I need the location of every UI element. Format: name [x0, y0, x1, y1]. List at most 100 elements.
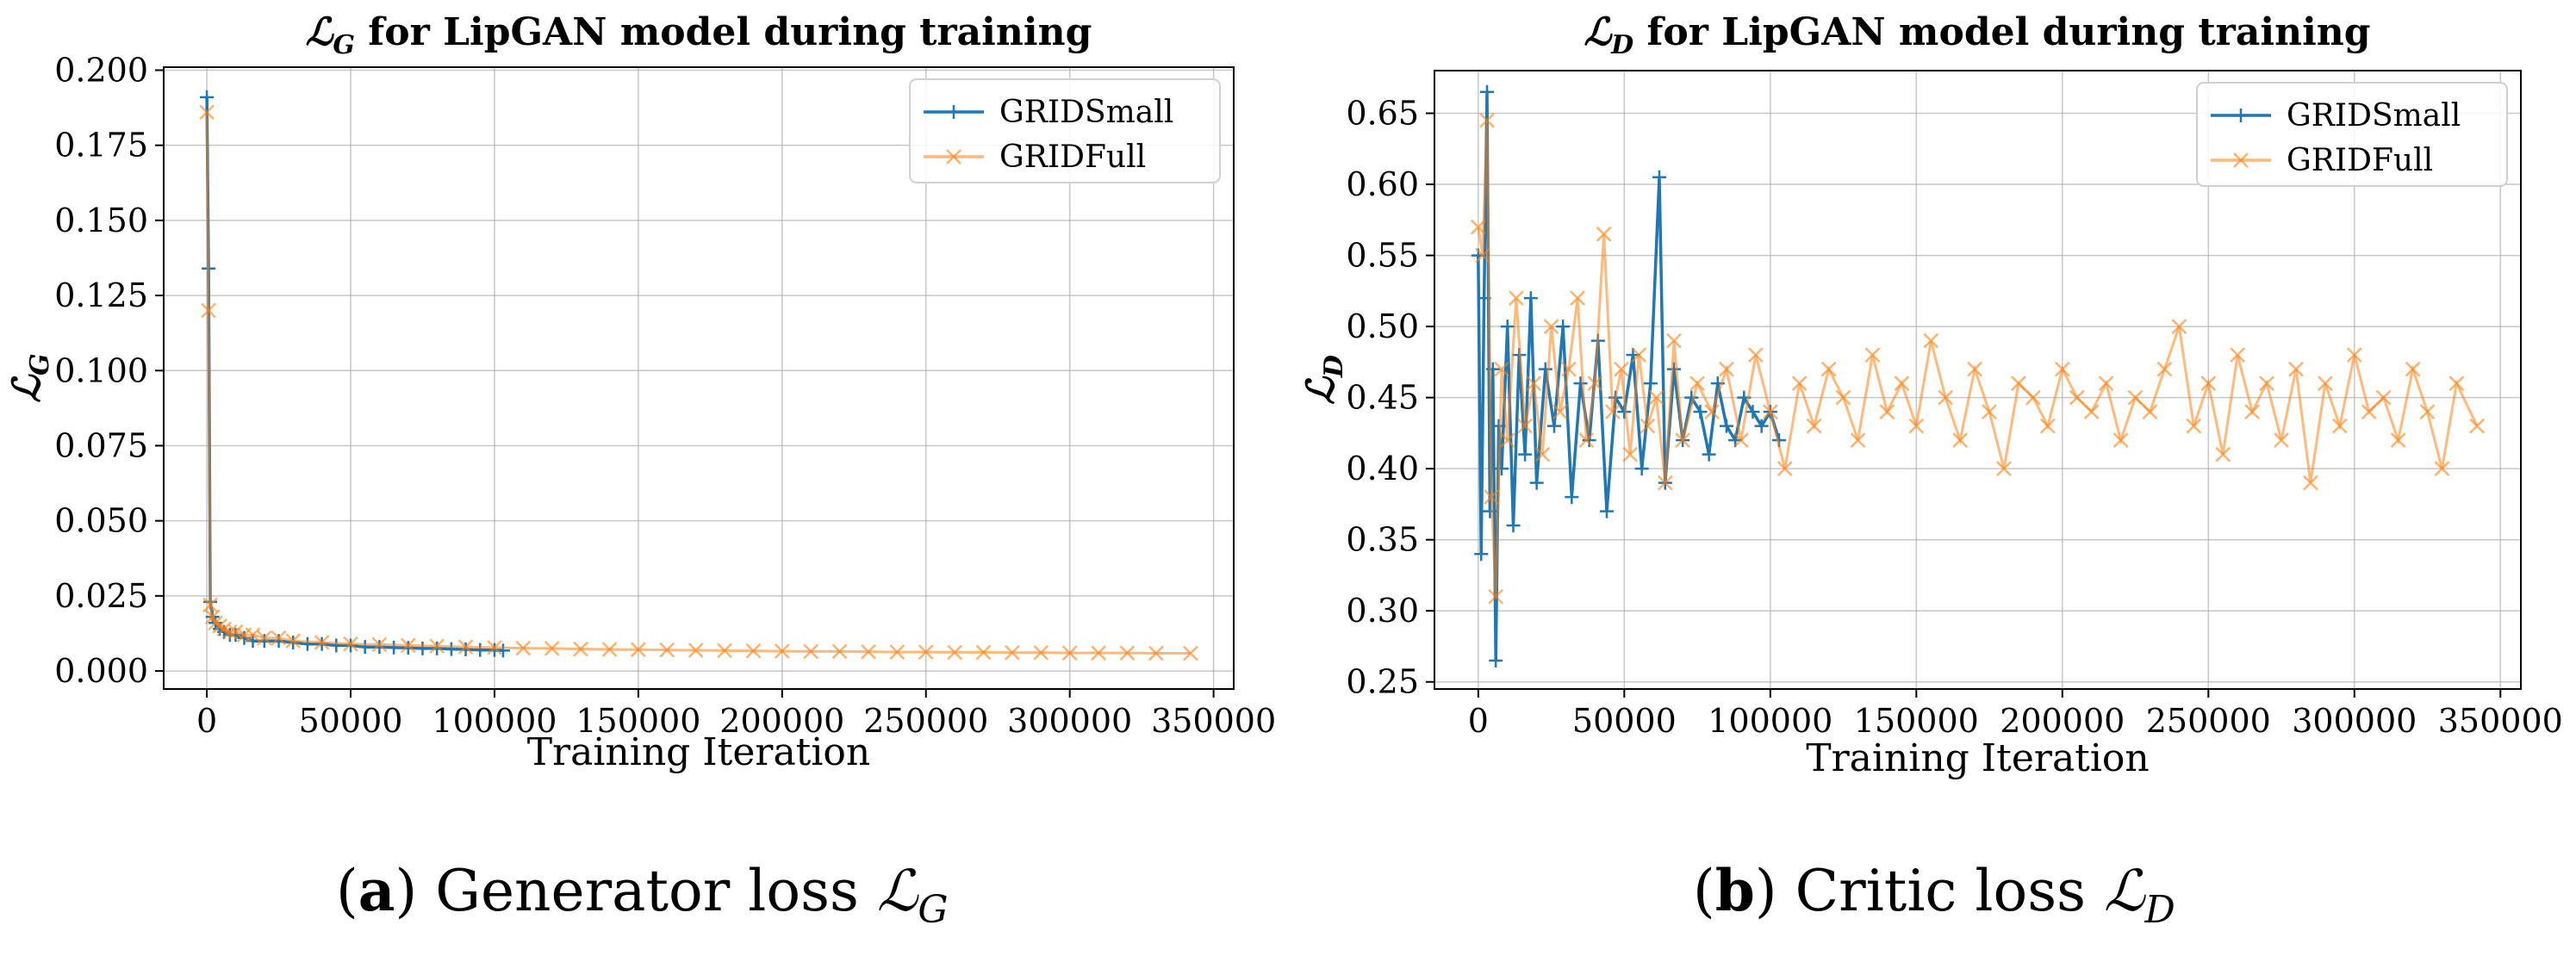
- marker-x-stroke: [1747, 347, 1764, 363]
- marker-x-stroke: [1719, 361, 1734, 377]
- data-point-gridfull: [1719, 361, 1734, 377]
- data-point-gridfull: [1879, 404, 1895, 420]
- marker-x-stroke: [1835, 389, 1851, 406]
- data-point-gridfull: [1952, 432, 1969, 449]
- marker-x-stroke: [343, 636, 358, 652]
- y-tick-label: 0.50: [1346, 307, 1419, 345]
- legend-label-gridfull: GRIDFull: [2287, 143, 2433, 178]
- caption-b-math: ℒ: [2103, 858, 2145, 924]
- marker-x-stroke: [2346, 347, 2362, 363]
- data-point-gridsmall: [1693, 405, 1708, 419]
- marker-x-stroke: [1484, 489, 1499, 506]
- data-point-gridfull: [2274, 432, 2289, 449]
- marker-x-stroke: [1119, 645, 1136, 661]
- marker-x-stroke: [946, 149, 961, 165]
- marker-x-stroke: [1183, 645, 1198, 661]
- data-point-gridfull: [1119, 645, 1136, 661]
- caption-b-text: Critic loss: [1795, 858, 2086, 924]
- marker-x-stroke: [1791, 376, 1808, 392]
- data-point-gridfull: [2259, 376, 2274, 392]
- data-point-gridsmall: [1643, 376, 1658, 391]
- data-point-gridsmall: [1480, 84, 1495, 99]
- marker-x-stroke: [2419, 404, 2436, 420]
- marker-x-stroke: [2025, 389, 2041, 406]
- marker-x-stroke: [1776, 461, 1793, 477]
- series-line-gridsmall: [1477, 91, 1781, 661]
- y-tick-label: 0.30: [1346, 592, 1419, 630]
- data-point-gridfull: [245, 627, 261, 643]
- data-point-gridfull: [1543, 319, 1559, 334]
- data-point-gridfull: [1923, 332, 1939, 349]
- marker-x-stroke: [1479, 112, 1495, 128]
- data-point-gridfull: [2054, 361, 2070, 377]
- data-point-gridsmall: [1474, 547, 1489, 562]
- data-point-gridfull: [2069, 389, 2085, 406]
- data-point-gridsmall: [358, 640, 372, 655]
- data-point-gridfull: [314, 635, 330, 650]
- data-point-gridsmall: [387, 640, 401, 655]
- x-tick-label: 300000: [1007, 702, 1132, 740]
- x-tick-label: 150000: [1854, 702, 1979, 740]
- marker-x-stroke: [1996, 461, 2012, 477]
- marker-x-stroke: [544, 641, 560, 656]
- y-tick-label: 0.55: [1346, 237, 1419, 275]
- caption-b-sub: D: [2144, 888, 2175, 933]
- data-point-gridfull: [717, 643, 732, 659]
- marker-x-stroke: [1675, 432, 1691, 449]
- marker-x-stroke: [1509, 290, 1524, 306]
- data-point-gridfull: [2230, 347, 2246, 363]
- data-point-gridfull: [1689, 376, 1705, 392]
- data-point-gridsmall: [415, 641, 430, 655]
- marker-x-stroke: [271, 630, 287, 646]
- y-label-math: ℒ: [1299, 376, 1343, 405]
- marker-x-stroke: [803, 643, 819, 660]
- marker-x-stroke: [1657, 475, 1673, 491]
- data-point-gridfull: [2303, 475, 2318, 491]
- data-point-gridsmall: [1491, 419, 1506, 433]
- data-point-gridfull: [271, 630, 287, 646]
- legend-box: [2196, 82, 2508, 187]
- data-point-gridfull: [429, 638, 445, 655]
- series-line-gridfull: [205, 112, 1191, 655]
- legend-label-gridsmall: GRIDSmall: [2287, 98, 2461, 133]
- data-point-gridsmall: [1538, 362, 1552, 376]
- caption-a-letter: a: [358, 857, 395, 924]
- data-point-gridfull: [544, 641, 560, 656]
- marker-x-stroke: [204, 609, 221, 625]
- data-point-gridfull: [947, 644, 963, 661]
- marker-x-stroke: [1148, 645, 1164, 661]
- data-point-gridfull: [1517, 418, 1533, 434]
- data-point-gridsmall: [1485, 362, 1500, 376]
- marker-x-stroke: [227, 624, 244, 640]
- data-point-gridfull: [1967, 361, 1982, 377]
- data-point-gridfull: [2025, 389, 2041, 406]
- marker-x-stroke: [1923, 332, 1939, 349]
- data-point-gridfull: [1570, 290, 1585, 306]
- marker-x-stroke: [1640, 418, 1656, 434]
- x-tick-label: 250000: [863, 702, 988, 740]
- y-tick-label: 0.100: [54, 351, 148, 389]
- marker-x-stroke: [2098, 376, 2114, 392]
- data-point-gridfull: [2156, 361, 2173, 377]
- marker-x-stroke: [2215, 446, 2231, 462]
- marker-x-stroke: [1689, 376, 1705, 392]
- data-point-gridfull: [343, 636, 358, 652]
- data-point-gridfull: [2171, 319, 2187, 334]
- data-point-gridsmall: [1489, 653, 1503, 667]
- data-point-gridfull: [256, 630, 272, 646]
- marker-x-stroke: [2259, 376, 2274, 392]
- data-point-gridfull: [2186, 418, 2202, 434]
- marker-x-stroke: [371, 636, 388, 653]
- y-tick-label: 0.65: [1346, 95, 1419, 133]
- marker-x-stroke: [1091, 645, 1106, 661]
- marker-x-stroke: [1704, 404, 1720, 420]
- data-point-gridsmall: [1582, 433, 1596, 448]
- data-point-gridfull: [221, 624, 238, 640]
- data-point-gridfull: [1183, 645, 1198, 661]
- marker-x-stroke: [1622, 446, 1638, 462]
- title-rest: for LipGAN model during training: [1633, 10, 2370, 54]
- marker-x-stroke: [2361, 404, 2377, 420]
- data-point-gridfull: [1499, 432, 1515, 449]
- y-tick-label: 0.050: [54, 502, 148, 540]
